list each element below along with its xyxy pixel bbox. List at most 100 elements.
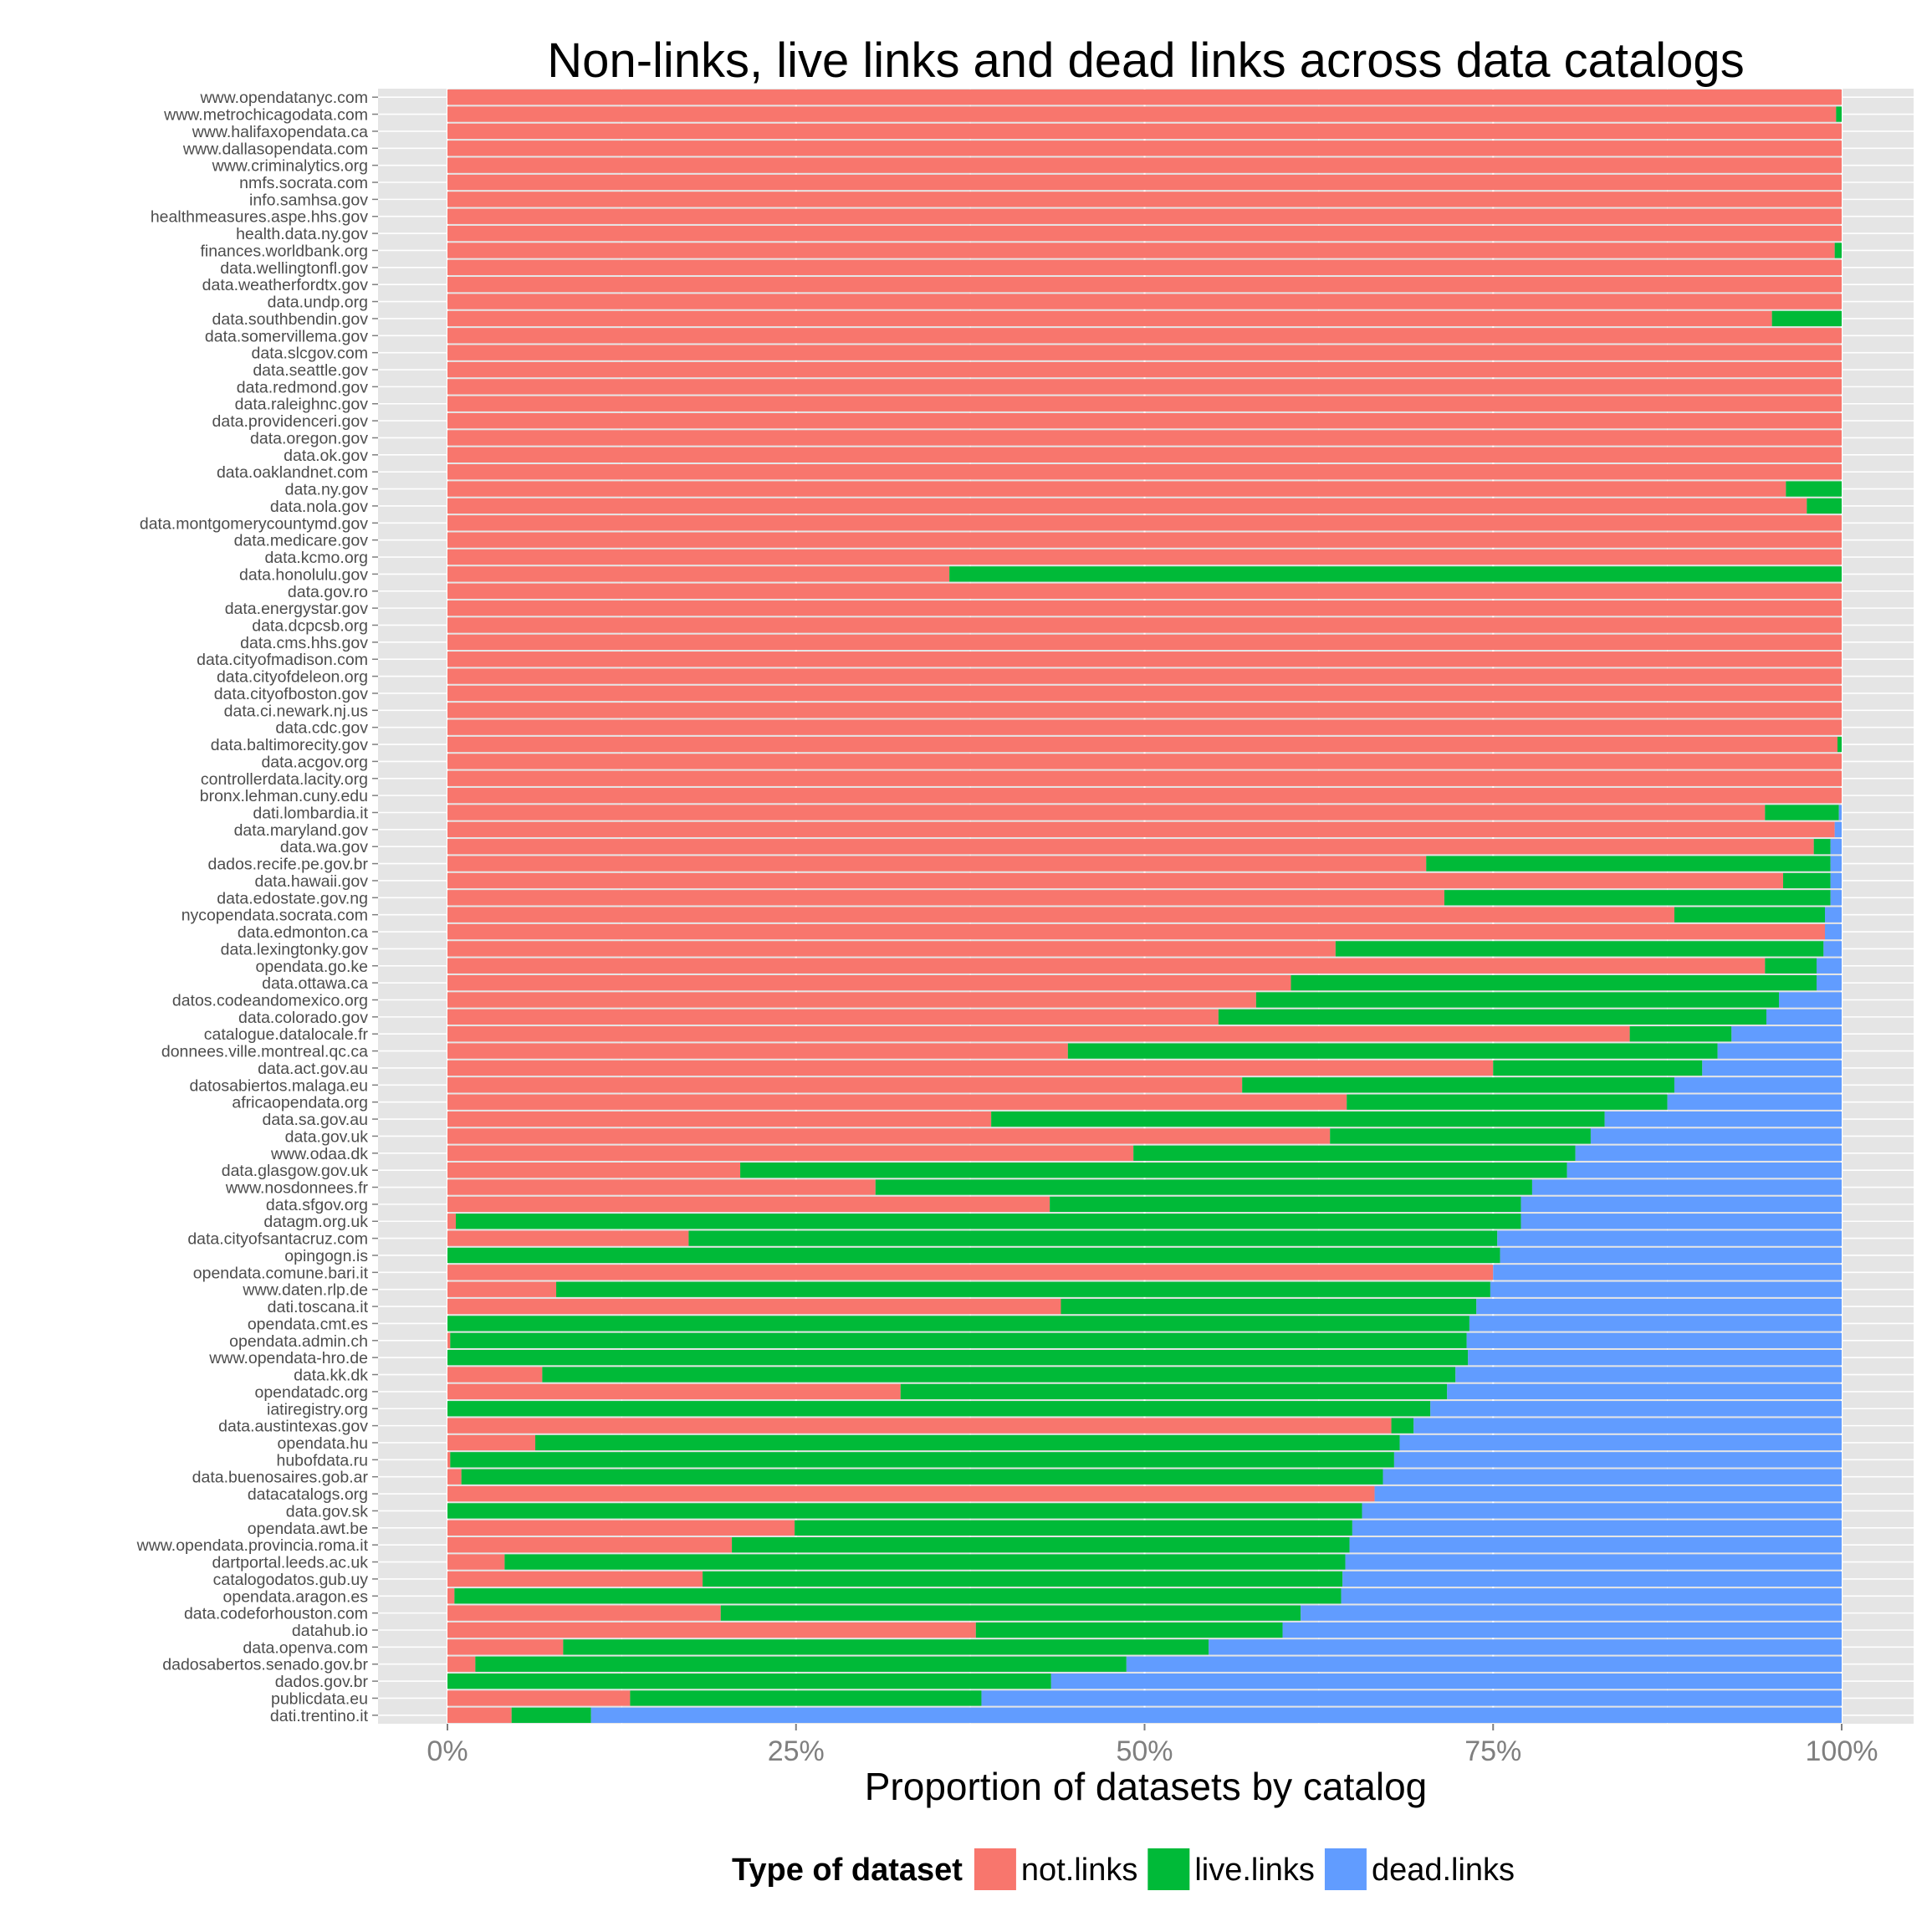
bar-segment-not-links	[447, 225, 1842, 242]
y-tick-label: hubofdata.ru	[276, 1451, 368, 1469]
bar-segment-not-links	[447, 1179, 876, 1195]
legend-swatch-dead-links	[1324, 1848, 1367, 1890]
y-tick-label: dados.recife.pe.gov.br	[207, 856, 368, 874]
bar-segment-dead-links	[1674, 1077, 1842, 1093]
bar-segment-live-links	[991, 1111, 1605, 1127]
y-tick-label: dati.lombardia.it	[253, 804, 368, 822]
y-tick-label: data.undp.org	[268, 294, 368, 312]
bar-segment-live-links	[975, 1622, 1283, 1638]
y-tick-label: data.honolulu.gov	[239, 565, 368, 584]
bar-segment-not-links	[447, 208, 1842, 224]
chart-title: Non-links, live links and dead links acr…	[547, 33, 1744, 88]
y-tick-label: nycopendata.socrata.com	[181, 907, 368, 925]
bar-segment-live-links	[447, 1503, 1362, 1519]
y-tick-label: datahub.io	[292, 1622, 368, 1640]
bar-segment-not-links	[447, 787, 1842, 804]
bar-segment-live-links	[1765, 805, 1839, 820]
bar-segment-not-links	[447, 123, 1842, 140]
bar-segment-dead-links	[1468, 1349, 1842, 1366]
y-tick-label: opendata.admin.ch	[229, 1332, 368, 1351]
bar-segment-not-links	[447, 872, 1783, 889]
bar-segment-live-links	[720, 1605, 1301, 1621]
bar-segment-not-links	[447, 430, 1842, 446]
y-tick-label: data.glasgow.gov.uk	[222, 1162, 369, 1180]
bar-segment-live-links	[1426, 856, 1831, 871]
bar-segment-not-links	[447, 1434, 536, 1451]
bar-segment-not-links	[447, 379, 1842, 395]
bar-segment-dead-links	[1830, 890, 1842, 906]
bar-segment-not-links	[447, 890, 1444, 906]
bar-segment-not-links	[447, 447, 1842, 463]
bar-segment-not-links	[447, 1656, 476, 1672]
y-tick-label: datagm.org.uk	[263, 1213, 368, 1231]
bar-segment-not-links	[447, 974, 1291, 991]
y-tick-label: publicdata.eu	[271, 1689, 368, 1708]
bar-segment-live-links	[900, 1383, 1448, 1400]
y-tick-label: data.ok.gov	[284, 447, 368, 465]
bar-segment-not-links	[447, 532, 1842, 548]
y-tick-label: data.providenceri.gov	[212, 412, 369, 431]
bar-segment-live-links	[1330, 1128, 1591, 1144]
y-tick-label: www.criminalytics.org	[212, 157, 368, 176]
y-tick-label: data.somervillema.gov	[205, 327, 368, 345]
bar-segment-not-links	[447, 498, 1807, 514]
bar-segment-live-links	[1444, 890, 1831, 906]
bar-segment-dead-links	[1824, 923, 1842, 940]
bar-segment-not-links	[447, 992, 1256, 1008]
y-tick-label: opendata.go.ke	[256, 958, 368, 976]
bar-segment-not-links	[447, 1043, 1068, 1059]
legend-title: Type of dataset	[732, 1853, 963, 1888]
bar-segment-not-links	[447, 617, 1842, 633]
x-tick-label: 100%	[1806, 1735, 1878, 1767]
bar-segment-not-links	[447, 141, 1842, 156]
y-tick-label: data.gov.sk	[286, 1502, 369, 1521]
bar-segment-dead-links	[1352, 1520, 1842, 1536]
bar-segment-live-links	[447, 1401, 1431, 1417]
bar-segment-dead-links	[1604, 1111, 1842, 1127]
y-tick-label: bronx.lehman.cuny.edu	[200, 787, 368, 805]
bar-segment-live-links	[1837, 736, 1842, 753]
bar-segment-dead-links	[1447, 1383, 1842, 1400]
y-tick-label: datacatalogs.org	[248, 1485, 368, 1504]
x-tick-label: 0%	[427, 1735, 468, 1767]
plot-panel	[378, 89, 1914, 1724]
bar-segment-dead-links	[1575, 1145, 1842, 1161]
bar-segment-dead-links	[1838, 805, 1842, 820]
bar-segment-not-links	[447, 1265, 1494, 1280]
bar-segment-dead-links	[1778, 992, 1842, 1008]
bar-segment-dead-links	[1816, 974, 1842, 991]
bar-segment-not-links	[447, 412, 1842, 429]
bar-segment-dead-links	[1731, 1026, 1842, 1042]
bar-segment-dead-links	[1476, 1298, 1842, 1315]
bar-segment-live-links	[1782, 872, 1831, 889]
y-tick-label: data.austintexas.gov	[218, 1418, 368, 1436]
bar-segment-not-links	[447, 923, 1825, 940]
bar-segment-live-links	[447, 1316, 1469, 1331]
y-tick-label: www.opendatanyc.com	[199, 89, 368, 107]
bar-segment-not-links	[447, 1196, 1050, 1213]
bar-segment-dead-links	[1455, 1367, 1842, 1383]
bar-segment-live-links	[630, 1690, 982, 1706]
bar-segment-live-links	[1335, 941, 1824, 957]
bar-segment-dead-links	[1766, 1009, 1842, 1025]
bar-segment-live-links	[1347, 1094, 1668, 1110]
bar-segment-not-links	[447, 1094, 1347, 1110]
bar-segment-not-links	[447, 157, 1842, 173]
bar-segment-not-links	[447, 1469, 462, 1485]
bar-segment-dead-links	[1430, 1401, 1842, 1417]
y-tick-label: data.colorado.gov	[238, 1009, 368, 1027]
bar-segment-live-links	[1242, 1077, 1674, 1093]
bar-segment-live-links	[875, 1179, 1532, 1195]
y-tick-label: data.cms.hhs.gov	[240, 634, 368, 652]
y-tick-label: data.oregon.gov	[250, 429, 368, 447]
bar-segment-not-links	[447, 1418, 1392, 1434]
bar-segment-not-links	[447, 1537, 733, 1553]
bar-segment-live-links	[1133, 1145, 1576, 1161]
bar-segment-live-links	[556, 1281, 1490, 1297]
y-tick-label: dados.gov.br	[275, 1673, 369, 1691]
bar-segment-not-links	[447, 89, 1842, 105]
bar-segment-dead-links	[1301, 1605, 1842, 1621]
bar-segment-dead-links	[590, 1707, 1843, 1723]
bar-segment-not-links	[447, 941, 1336, 957]
